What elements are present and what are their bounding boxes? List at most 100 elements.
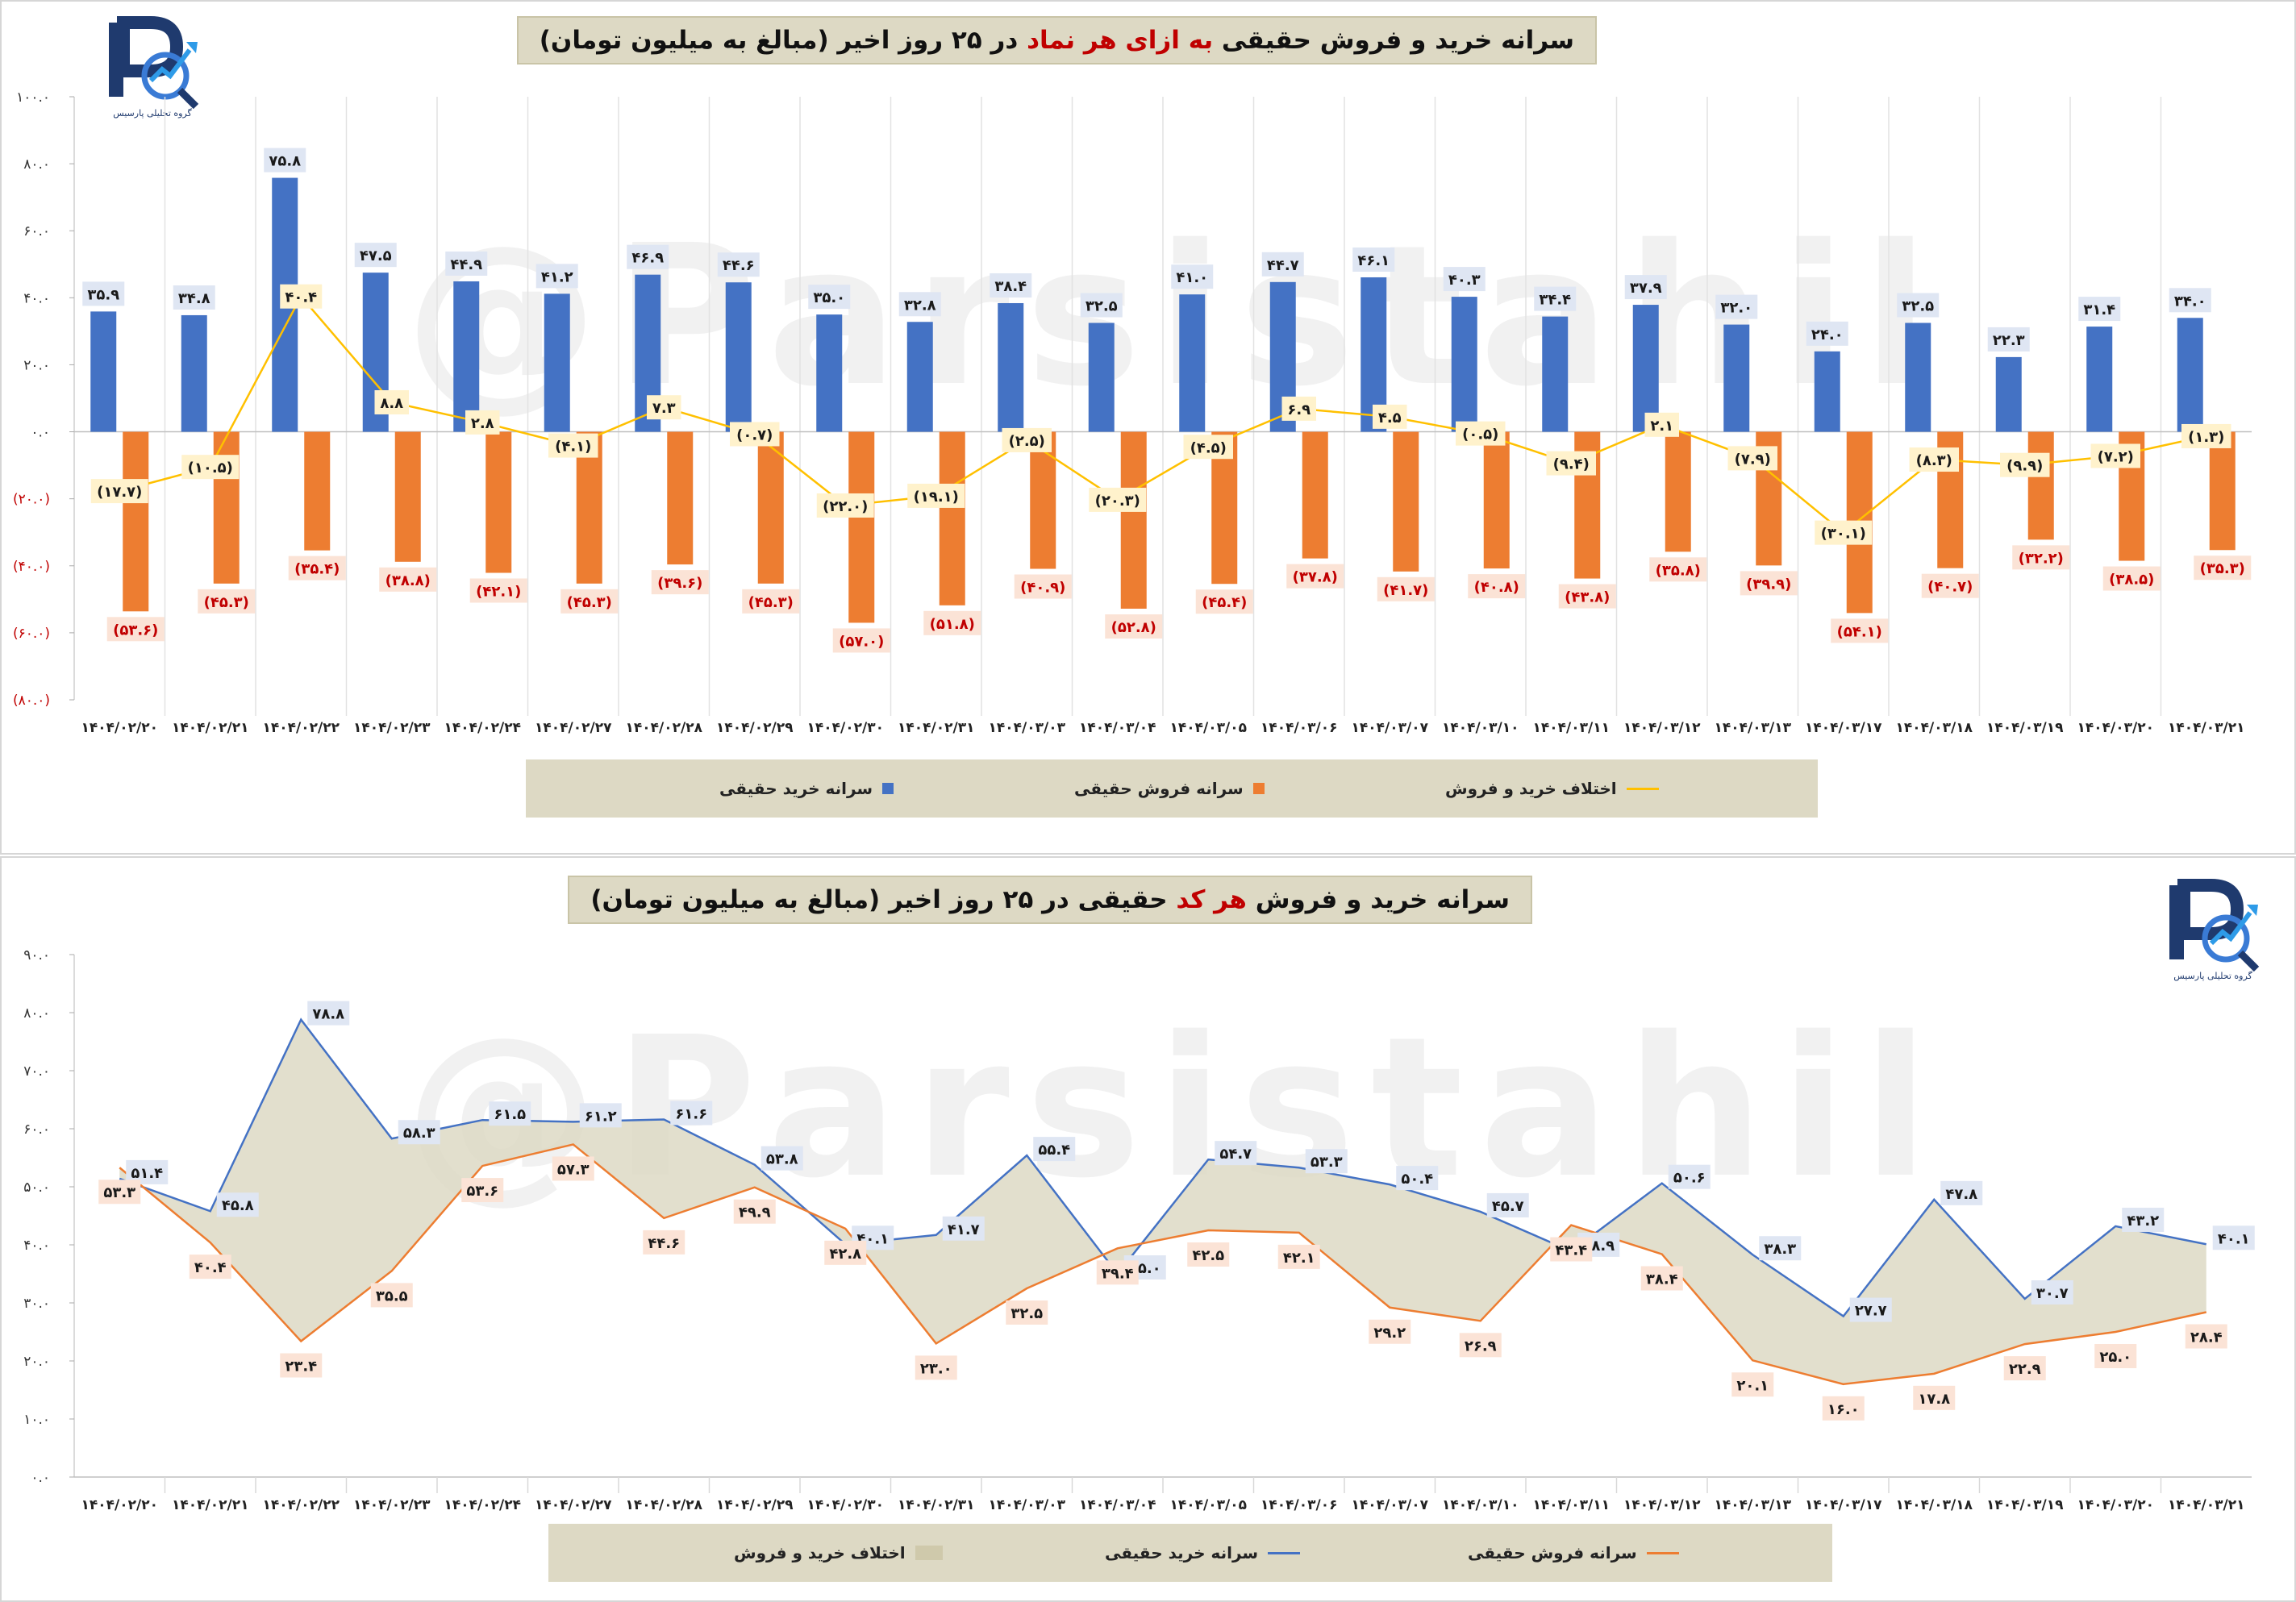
sell-data-label-bg (2102, 566, 2161, 591)
sell-data-label: (۴۱.۷) (1383, 582, 1428, 599)
x-tick-label: ۱۴۰۴/۰۲/۲۹ (716, 1497, 794, 1513)
sell-data-label: ۴۲.۸ (829, 1246, 861, 1263)
sell-bar (1302, 431, 1328, 559)
sell-data-label-bg (1459, 1333, 1502, 1358)
sell-data-label-bg (923, 610, 981, 635)
buy-data-label-bg (307, 1001, 350, 1026)
buy-data-label: ۳۲.۵ (1085, 298, 1118, 315)
x-tick-label: ۱۴۰۴/۰۲/۲۷ (535, 720, 612, 736)
x-tick-label: ۱۴۰۴/۰۳/۱۱ (1533, 1497, 1610, 1513)
x-tick-label: ۱۴۰۴/۰۲/۲۲ (263, 1497, 340, 1513)
sell-data-label: ۳۵.۵ (376, 1288, 408, 1304)
parsis-logo-icon: گروه تحلیلی پارسیس (2163, 874, 2268, 983)
x-tick-label: ۱۴۰۴/۰۳/۱۷ (1805, 1497, 1882, 1513)
sell-data-label: (۳۹.۶) (657, 575, 702, 592)
sell-data-label-bg (1195, 589, 1253, 614)
buy-bar (1451, 297, 1477, 432)
legend-label: سرانه خرید حقیقی (1105, 1543, 1259, 1562)
buy-line (119, 1017, 2206, 1318)
buy-data-label: ۷۵.۸ (269, 153, 301, 170)
sell-data-label: ۲۶.۹ (1465, 1338, 1497, 1354)
x-tick-label: ۱۴۰۴/۰۳/۰۴ (1079, 720, 1156, 736)
sell-data-label: (۳۷.۸) (1293, 569, 1338, 586)
sell-data-label: (۳۸.۵) (2109, 572, 2154, 589)
buy-data-label-bg (627, 244, 669, 269)
y-tick-label: ۹۰.۰ (23, 947, 50, 963)
diff-data-label: (۹.۹) (2006, 458, 2043, 475)
sell-data-label: (۳۵.۴) (294, 561, 340, 578)
buy-bar (453, 281, 480, 432)
diff-data-label: (۰.۷) (736, 427, 773, 443)
buy-data-label-bg (489, 1101, 531, 1126)
y-tick-label: ۲۰.۰ (23, 357, 50, 373)
buy-bar (1542, 316, 1569, 432)
legend-label: سرانه فروش حقیقی (1074, 779, 1244, 798)
sell-data-label: ۵۳.۶ (466, 1183, 498, 1200)
buy-data-label: ۲۲.۳ (1993, 332, 2025, 349)
legend-label: سرانه خرید حقیقی (719, 779, 873, 798)
sell-data-label-bg (733, 1199, 776, 1224)
buy-data-label-bg (1443, 267, 1486, 292)
buy-data-label-bg (2078, 297, 2121, 322)
diff-data-label: ۲.۸ (471, 415, 494, 432)
buy-data-label-bg (1940, 1180, 1983, 1205)
x-tick-label: ۱۴۰۴/۰۳/۱۳ (1715, 720, 1792, 736)
x-tick-label: ۱۴۰۴/۰۳/۰۳ (989, 720, 1066, 736)
sell-data-label-bg (1558, 584, 1616, 609)
buy-data-label: ۵۰.۶ (1673, 1170, 1706, 1187)
buy-data-label: ۲۷.۷ (1855, 1303, 1887, 1320)
sell-data-label-bg (106, 617, 165, 642)
sell-data-label: ۳۲.۵ (1010, 1305, 1043, 1322)
sell-data-label: (۴۵.۴) (1202, 594, 1247, 611)
buy-data-label-bg (1305, 1149, 1348, 1174)
diff-data-label: ۴۰.۴ (285, 289, 317, 306)
sell-data-label-bg (1277, 1244, 1320, 1269)
x-tick-label: ۱۴۰۴/۰۳/۰۷ (1352, 720, 1429, 736)
buy-bar (1905, 322, 1931, 432)
bottom-legend: اختلاف خرید و فروش سرانه خرید حقیقی سران… (548, 1524, 1832, 1582)
sell-bar (485, 431, 512, 573)
diff-data-label-bg (816, 493, 874, 518)
sell-data-label-bg (1822, 1396, 1865, 1421)
sell-data-label: (۴۵.۳) (748, 594, 794, 611)
buy-data-label: ۴۳.۲ (2127, 1213, 2159, 1230)
legend-label: سرانه فروش حقیقی (1468, 1543, 1637, 1562)
buy-data-label-bg (1668, 1164, 1711, 1189)
buy-data-label-bg (1215, 1141, 1257, 1166)
x-tick-label: ۱۴۰۴/۰۳/۱۲ (1623, 720, 1701, 736)
y-tick-label: (۶۰.۰) (13, 626, 50, 642)
x-tick-label: ۱۴۰۴/۰۳/۱۹ (1986, 1497, 2064, 1513)
legend-label: اختلاف خرید و فروش (734, 1543, 906, 1562)
x-tick-label: ۱۴۰۴/۰۳/۱۰ (1442, 1497, 1519, 1513)
sell-data-label-bg (1649, 557, 1707, 582)
sell-data-label: (۳۵.۸) (1656, 562, 1701, 579)
sell-bar (394, 431, 421, 562)
buy-data-label: ۳۴.۸ (178, 290, 210, 307)
buy-data-label-bg (82, 281, 125, 306)
title-part: سرانه خرید و فروش حقیقی (1213, 26, 1574, 55)
sell-data-label: ۲۲.۹ (2009, 1361, 2041, 1378)
buy-data-label-bg (2031, 1280, 2073, 1304)
x-tick-label: ۱۴۰۴/۰۲/۲۴ (444, 720, 521, 736)
diff-data-label: (۱۰.۵) (188, 460, 233, 476)
x-tick-label: ۱۴۰۴/۰۲/۳۱ (898, 1497, 974, 1513)
x-tick-label: ۱۴۰۴/۰۳/۲۰ (2077, 1497, 2154, 1513)
sell-data-label-bg (552, 1156, 594, 1181)
y-tick-label: ۴۰.۰ (23, 290, 50, 306)
diff-data-label-bg (90, 479, 148, 504)
title-part: سرانه خرید و فروش (1246, 885, 1510, 914)
buy-bar (544, 293, 570, 432)
sell-data-label-bg (1014, 574, 1072, 599)
x-tick-label: ۱۴۰۴/۰۲/۲۴ (444, 1497, 521, 1513)
buy-data-label: ۴۶.۱ (1357, 252, 1390, 269)
diff-data-label: (۳۰.۱) (1821, 526, 1866, 543)
top-chart-title: سرانه خرید و فروش حقیقی به ازای هر نماد … (516, 16, 1597, 64)
sell-data-label: ۱۷.۸ (1918, 1391, 1950, 1408)
sell-data-label-bg (2094, 1344, 2137, 1368)
diff-data-label: (۱.۳) (2188, 429, 2224, 446)
buy-data-label-bg (1080, 293, 1123, 318)
sell-data-label-bg (198, 589, 256, 614)
sell-data-label-bg (643, 1230, 685, 1255)
diff-data-label-bg (280, 284, 323, 309)
y-tick-label: ۱۰۰.۰ (16, 89, 50, 106)
